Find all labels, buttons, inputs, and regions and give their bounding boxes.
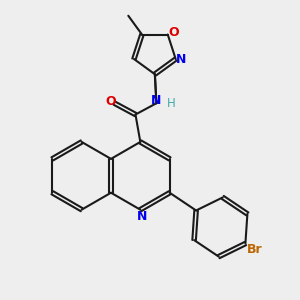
Text: Br: Br — [247, 243, 262, 256]
Text: N: N — [176, 52, 187, 65]
Text: O: O — [168, 26, 179, 39]
Text: H: H — [167, 98, 175, 110]
Text: N: N — [151, 94, 162, 106]
Text: N: N — [137, 210, 147, 223]
Text: O: O — [105, 95, 116, 108]
